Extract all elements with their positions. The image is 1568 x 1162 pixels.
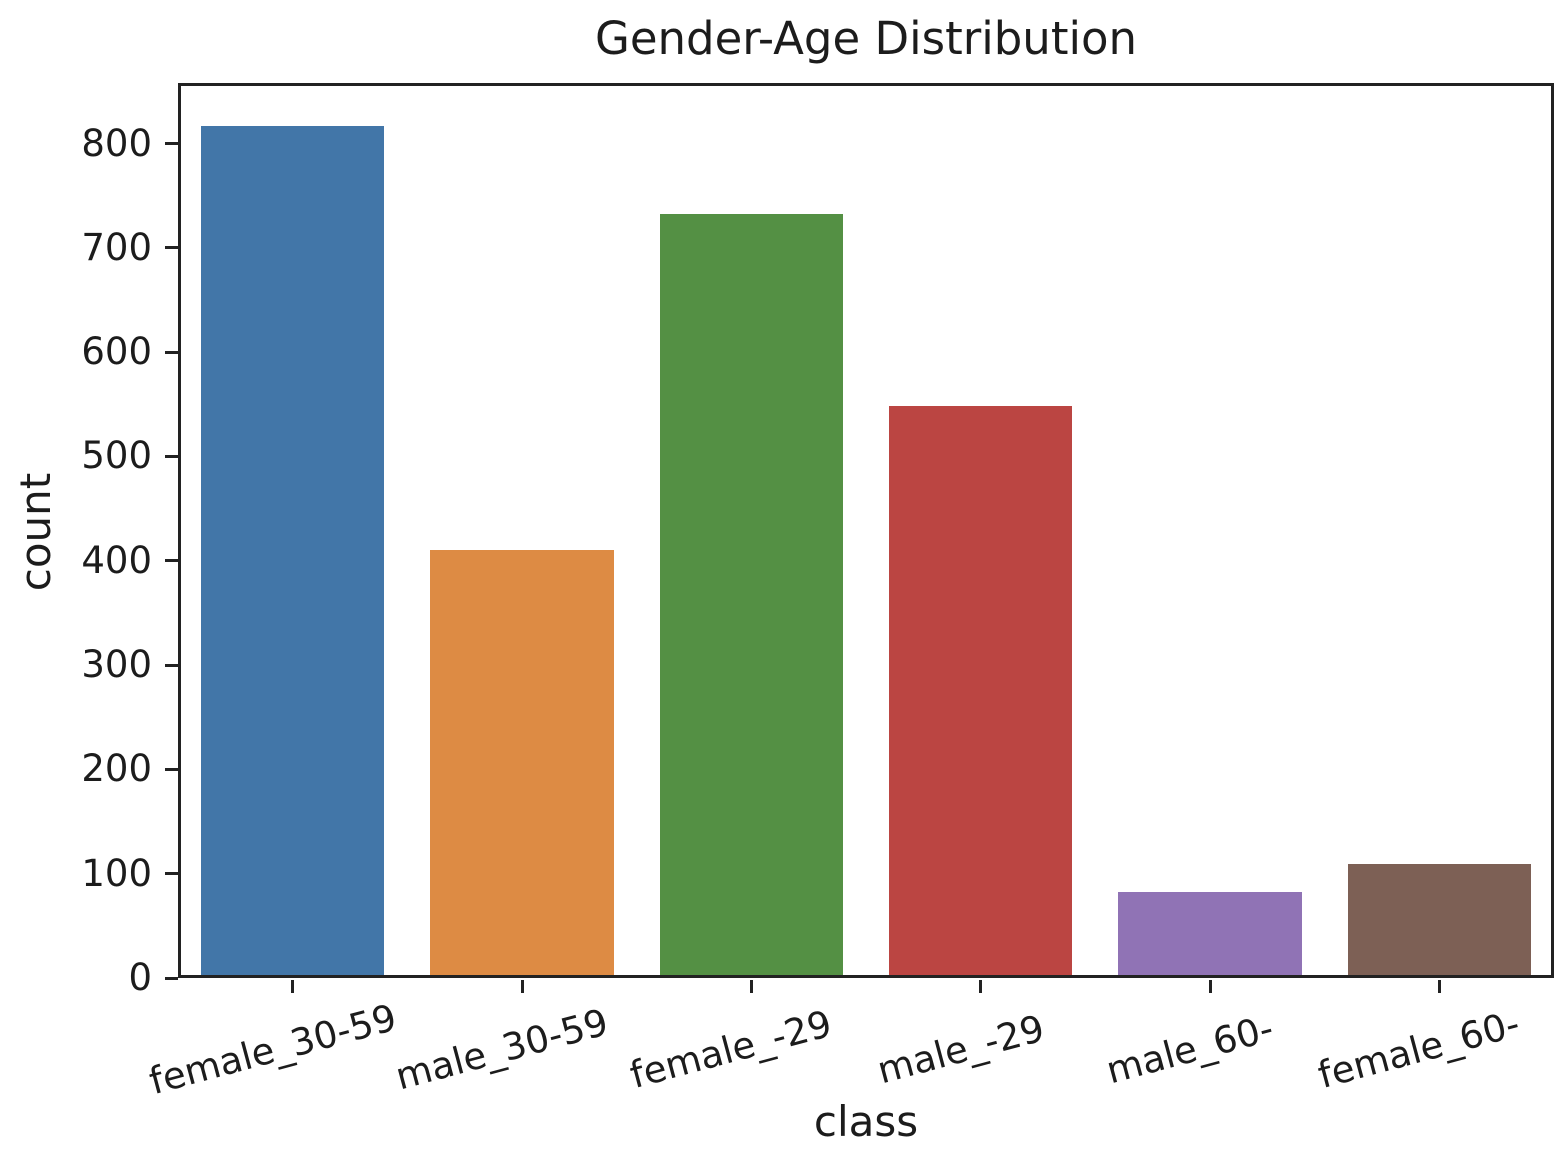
bar-male_-29 (888, 406, 1073, 978)
y-tick-label-700: 700 (81, 225, 152, 269)
y-tick-label-100: 100 (81, 851, 152, 895)
y-tick-label-0: 0 (128, 956, 152, 999)
bar-male_60- (1118, 892, 1302, 978)
y-axis-label: count (11, 472, 60, 592)
y-tick-mark (165, 976, 178, 980)
x-axis-label: class (813, 1097, 919, 1146)
bar-female_60- (1347, 864, 1532, 978)
chart-title: Gender-Age Distribution (594, 12, 1138, 65)
y-tick-label-500: 500 (81, 434, 152, 478)
y-tick-mark (165, 767, 178, 771)
x-tick-label-male_30-59: male_30-59 (391, 1000, 613, 1099)
x-tick-label-female_-29: female_-29 (625, 1002, 837, 1098)
y-tick-mark (165, 663, 178, 667)
y-tick-mark (165, 246, 178, 250)
y-tick-mark (165, 454, 178, 458)
x-tick-label-female_60-: female_60- (1313, 1002, 1525, 1098)
x-tick-mark (520, 980, 524, 993)
bar-female_30-59 (200, 125, 385, 978)
x-tick-label-male_60-: male_60- (1101, 1006, 1278, 1093)
y-tick-label-300: 300 (81, 643, 152, 687)
x-tick-mark (749, 980, 753, 993)
x-tick-mark (1208, 980, 1212, 993)
y-tick-mark (165, 142, 178, 145)
y-tick-label-600: 600 (81, 330, 152, 374)
y-tick-mark (165, 872, 178, 876)
y-tick-mark (165, 559, 178, 563)
bar-male_30-59 (430, 550, 614, 978)
plot-area-border (178, 83, 1554, 978)
x-tick-mark (979, 980, 983, 993)
y-tick-mark (165, 350, 178, 354)
x-tick-label-female_30-59: female_30-59 (144, 995, 401, 1104)
x-tick-mark (291, 980, 295, 993)
y-tick-label-800: 800 (81, 121, 152, 165)
x-tick-label-male_-29: male_-29 (872, 1006, 1049, 1093)
y-tick-label-200: 200 (81, 747, 152, 791)
bar-female_-29 (659, 214, 844, 978)
x-tick-mark (1437, 980, 1441, 993)
y-tick-label-400: 400 (81, 538, 152, 582)
